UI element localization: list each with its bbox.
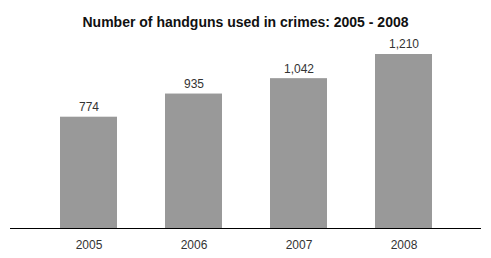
html-text:Number of handguns used in cri: Number of handguns used in crimes: 2005 …	[82, 14, 409, 30]
svg-text:2008: 2008	[391, 238, 418, 252]
svg-text:935: 935	[184, 77, 204, 91]
svg-text:2006: 2006	[181, 238, 208, 252]
svg-text:2007: 2007	[286, 238, 313, 252]
svg-text:774: 774	[79, 100, 99, 114]
svg-text:1,210: 1,210	[389, 37, 419, 51]
svg-text:2005: 2005	[76, 238, 103, 252]
svg-text:1,042: 1,042	[284, 61, 314, 75]
